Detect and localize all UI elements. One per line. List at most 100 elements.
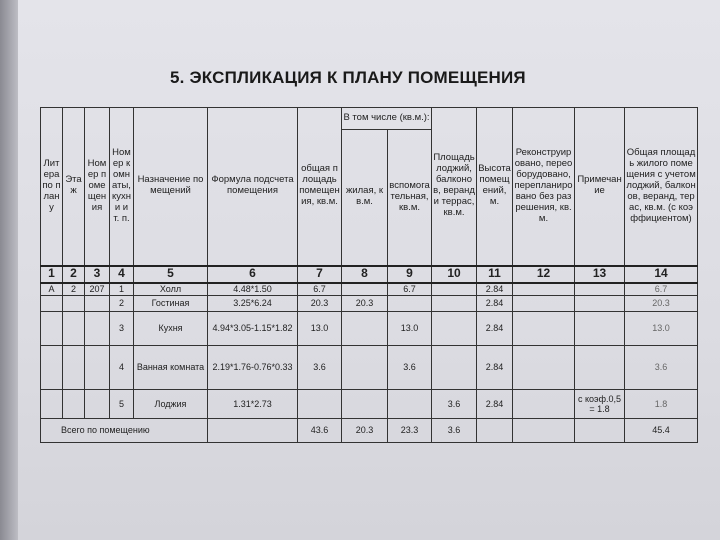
table-cell	[62, 389, 85, 419]
table-cell	[341, 345, 388, 390]
total-cell: 43.6	[297, 418, 342, 443]
table-cell	[574, 282, 626, 296]
column-number: 9	[386, 264, 433, 284]
header-height: Высота помещений, м.	[476, 107, 514, 266]
table-row: 2 Гостиная 3.25*6.24 20.3 20.3 2.84 20.3	[40, 295, 699, 312]
total-cell	[476, 418, 514, 443]
table-cell: 1	[109, 282, 134, 296]
table-cell: 13.0	[624, 311, 699, 346]
column-number: 1	[40, 264, 63, 284]
table-cell: 207	[84, 282, 110, 296]
header-including-group: В том числе (кв.м.):	[340, 107, 433, 130]
total-label: Всего по помещению	[40, 418, 208, 443]
explication-table: Литера по плану Этаж Номер помещения Ном…	[40, 107, 699, 443]
header-floor: Этаж	[62, 107, 85, 266]
table-cell: 1.8	[624, 389, 699, 419]
total-cell	[207, 418, 298, 443]
table-cell	[386, 389, 433, 419]
table-cell: 2	[109, 295, 134, 312]
table-cell	[62, 345, 85, 390]
total-cell: 23.3	[386, 418, 433, 443]
header-litera: Литера по плану	[40, 107, 63, 266]
total-cell	[512, 418, 576, 443]
table-cell: 2.84	[476, 345, 514, 390]
header-loggia-area: Площадь лоджий, балконов, веранд и терра…	[431, 107, 478, 266]
table-cell: 3.25*6.24	[207, 295, 298, 312]
table-cell	[431, 311, 478, 346]
table-cell	[341, 311, 388, 346]
table-cell: 4	[109, 345, 134, 390]
header-room-number: Номер комнаты, кухни и т. п.	[109, 107, 134, 266]
table-cell	[84, 345, 110, 390]
table-cell	[431, 345, 478, 390]
column-number: 8	[341, 264, 388, 284]
table-cell	[62, 295, 85, 312]
table-cell: 2	[62, 282, 85, 296]
table-cell	[84, 389, 110, 419]
table-cell: 2.84	[476, 282, 514, 296]
table-cell: Кухня	[133, 311, 208, 346]
table-cell: Холл	[133, 282, 208, 296]
table-cell: 2.19*1.76-0.76*0.33	[207, 345, 298, 390]
header-note: Примечание	[574, 107, 626, 266]
table-cell: 6.7	[624, 282, 699, 296]
total-cell	[574, 418, 626, 443]
header-reconstructed: Реконструировано, переоборудовано, переп…	[512, 107, 576, 266]
page-title: 5. ЭКСПЛИКАЦИЯ К ПЛАНУ ПОМЕЩЕНИЯ	[170, 68, 526, 87]
book-spine-shadow	[0, 0, 18, 540]
table-cell	[512, 295, 576, 312]
total-cell: 20.3	[341, 418, 388, 443]
column-number: 6	[207, 264, 298, 284]
column-number-row: 1 2 3 4 5 6 7 8 9 10 11 12 13 14	[40, 264, 699, 284]
header-total-with-coef: Общая площадь жилого помещения с учетом …	[624, 107, 699, 266]
column-number: 12	[512, 264, 576, 284]
header-total-area: общая площадь помещения, кв.м.	[297, 107, 342, 266]
table-cell: Лоджия	[133, 389, 208, 419]
column-number: 5	[133, 264, 208, 284]
table-cell: 6.7	[386, 282, 433, 296]
header-auxiliary: вспомогательная, кв.м.	[386, 129, 433, 266]
table-row: 3 Кухня 4.94*3.05-1.15*1.82 13.0 13.0 2.84 13.…	[40, 311, 699, 346]
table-cell: 3.6	[624, 345, 699, 390]
table-cell	[40, 345, 63, 390]
column-number: 3	[84, 264, 110, 284]
header-formula: Формула подсчета помещения	[207, 107, 298, 266]
table-row: А 2 207 1 Холл 4.48*1.50 6.7 6.7 2.84 6.7	[40, 282, 699, 296]
table-cell: 3	[109, 311, 134, 346]
table-cell: 1.31*2.73	[207, 389, 298, 419]
table-cell	[297, 389, 342, 419]
table-cell: 2.84	[476, 295, 514, 312]
table-cell: 2.84	[476, 389, 514, 419]
table-cell	[431, 282, 478, 296]
column-number: 7	[297, 264, 342, 284]
table-cell: 6.7	[297, 282, 342, 296]
table-cell	[84, 311, 110, 346]
table-cell	[431, 295, 478, 312]
table-cell	[40, 295, 63, 312]
table-row: 5 Лоджия 1.31*2.73 3.6 2.84 с коэф.0,5= 1.8 1.…	[40, 389, 699, 419]
total-row: Всего по помещению 43.6 20.3 23.3 3.6 45.4	[40, 418, 699, 443]
table-cell	[40, 389, 63, 419]
column-number: 14	[624, 264, 699, 284]
table-cell: 20.3	[297, 295, 342, 312]
table-cell	[512, 389, 576, 419]
table-cell: 3.6	[386, 345, 433, 390]
header-purpose: Назначение помещений	[133, 107, 208, 266]
table-cell: 20.3	[341, 295, 388, 312]
header-premise-number: Номер помещения	[84, 107, 110, 266]
table-cell: с коэф.0,5= 1.8	[574, 389, 626, 419]
table-cell: Ванная комната	[133, 345, 208, 390]
column-number: 2	[62, 264, 85, 284]
table-cell: А	[40, 282, 63, 296]
column-number: 11	[476, 264, 514, 284]
column-number: 13	[574, 264, 626, 284]
table-cell	[512, 282, 576, 296]
table-cell: Гостиная	[133, 295, 208, 312]
table-cell	[341, 282, 388, 296]
table-cell	[386, 295, 433, 312]
table-cell: 3.6	[297, 345, 342, 390]
table-cell	[62, 311, 85, 346]
column-number: 4	[109, 264, 134, 284]
table-cell	[574, 311, 626, 346]
table-cell: 4.48*1.50	[207, 282, 298, 296]
